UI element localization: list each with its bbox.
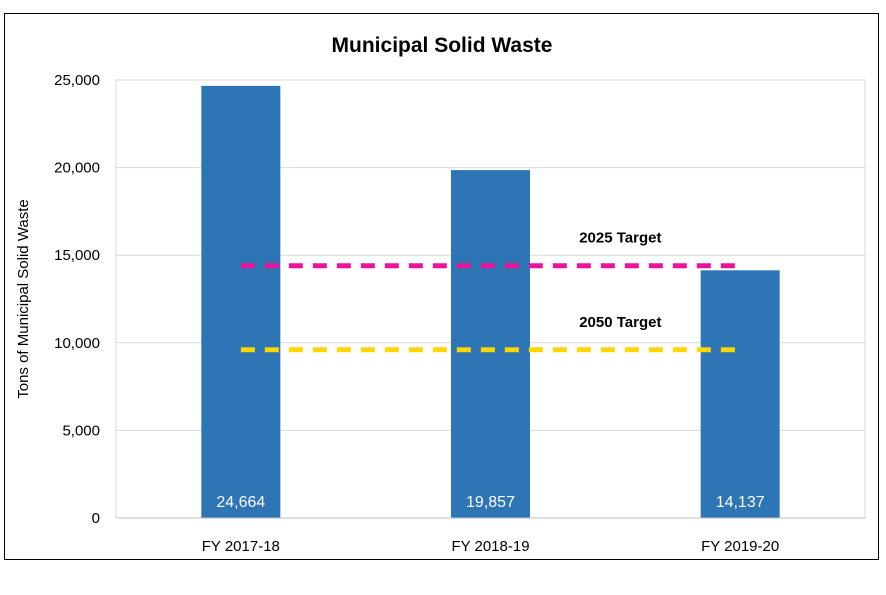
y-tick-label: 10,000 [54,335,100,352]
plot-area: 0 5,000 10,000 15,000 20,000 25,000 24,664 FY 2… [54,72,866,555]
bar [451,170,530,519]
y-axis-label: Tons of Municipal Solid Waste [15,199,32,399]
x-tick-label: FY 2018-19 [451,538,529,555]
x-tick-label: FY 2019-20 [701,538,779,555]
x-tick-label: FY 2017-18 [202,538,280,555]
y-tick-label: 25,000 [54,72,100,89]
chart-title: Municipal Solid Waste [332,34,553,57]
bar [201,85,281,518]
bar [700,270,780,518]
target-label: 2050 Target [579,314,661,331]
target-label: 2025 Target [579,230,661,247]
y-tick-label: 15,000 [54,247,100,264]
y-tick-label: 0 [92,510,100,527]
y-tick-label: 5,000 [62,422,100,439]
bar-data-label: 24,664 [216,494,265,511]
bar-data-label: 14,137 [716,494,765,511]
bar-data-label: 19,857 [466,494,515,511]
y-tick-label: 20,000 [54,160,100,177]
